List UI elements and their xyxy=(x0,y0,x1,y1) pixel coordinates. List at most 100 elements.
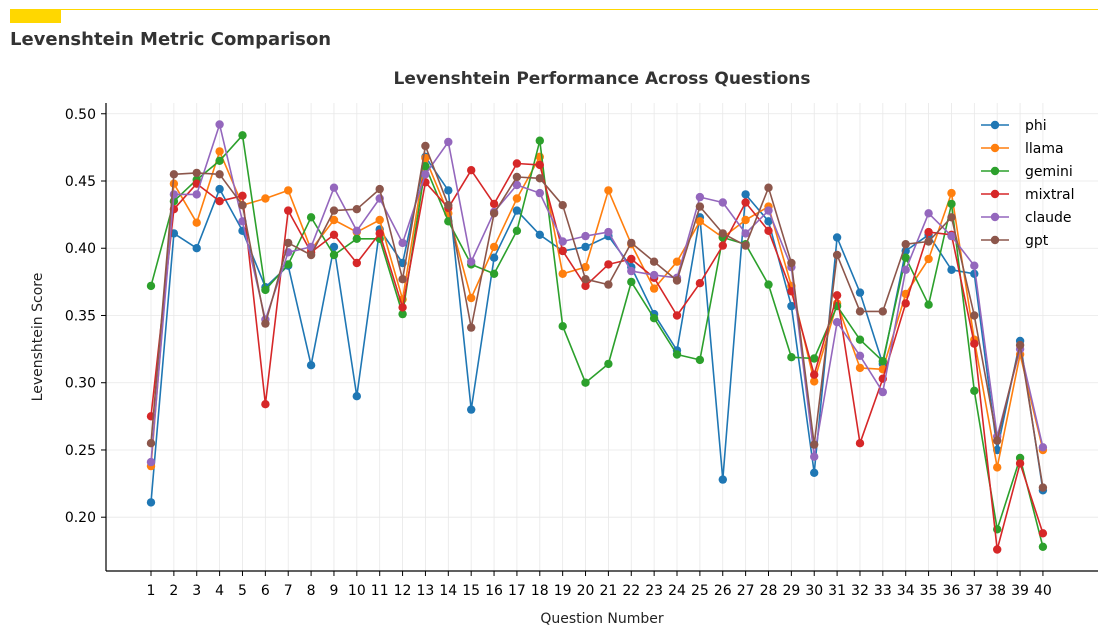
data-point-gpt xyxy=(695,202,705,211)
data-point-mixtral xyxy=(901,299,910,308)
data-point-llama xyxy=(604,186,613,195)
data-point-gpt xyxy=(627,238,636,248)
data-point-gemini xyxy=(261,285,270,295)
page-title: Levenshtein Metric Comparison xyxy=(10,29,332,50)
data-point-phi xyxy=(947,265,956,274)
data-point-claude xyxy=(947,231,956,241)
data-point-mixtral xyxy=(581,281,590,291)
header-accent-line xyxy=(61,9,1098,10)
legend-item-claude: claude xyxy=(981,210,1072,226)
data-point-llama xyxy=(581,262,590,272)
x-tick-label: 34 xyxy=(897,583,915,599)
data-point-gpt xyxy=(581,275,590,284)
legend-item-mixtral: mixtral xyxy=(981,187,1075,203)
data-point-gpt xyxy=(649,257,659,266)
x-tick-label: 33 xyxy=(874,583,892,599)
x-tick-label: 21 xyxy=(599,583,617,599)
data-point-gpt xyxy=(1015,340,1025,350)
data-point-mixtral xyxy=(695,279,705,288)
x-tick-label: 14 xyxy=(439,583,457,599)
data-point-gpt xyxy=(672,276,682,285)
data-point-gemini xyxy=(649,314,659,323)
data-point-claude xyxy=(215,120,224,129)
data-point-gpt xyxy=(810,440,819,449)
data-point-gpt xyxy=(901,240,910,249)
data-point-phi xyxy=(764,217,773,226)
data-point-claude xyxy=(901,265,910,274)
data-point-gpt xyxy=(924,237,933,246)
header-accent-bar xyxy=(10,9,61,23)
data-point-gpt xyxy=(764,183,773,192)
legend-label: gemini xyxy=(1025,164,1073,180)
data-point-gpt xyxy=(192,168,201,178)
legend-item-gemini: gemini xyxy=(981,164,1073,180)
data-point-gemini xyxy=(604,359,613,369)
data-point-gemini xyxy=(970,386,979,395)
data-point-gpt xyxy=(306,250,316,260)
data-point-phi xyxy=(718,475,727,484)
data-point-gemini xyxy=(672,350,682,359)
data-point-llama xyxy=(215,147,224,156)
legend-marker xyxy=(990,143,1000,153)
data-point-phi xyxy=(535,230,544,239)
legend-label: claude xyxy=(1025,210,1072,226)
data-point-claude xyxy=(169,190,179,199)
data-point-llama xyxy=(947,188,956,198)
data-point-llama xyxy=(558,269,567,278)
data-point-gemini xyxy=(924,300,933,309)
data-point-gpt xyxy=(444,201,453,210)
data-point-llama xyxy=(192,218,201,227)
data-point-mixtral xyxy=(993,545,1002,554)
data-point-mixtral xyxy=(489,199,499,209)
data-point-gpt xyxy=(146,439,156,448)
data-point-gemini xyxy=(947,199,956,209)
data-point-claude xyxy=(604,227,613,237)
data-point-gemini xyxy=(855,335,865,344)
data-point-gpt xyxy=(993,436,1002,445)
data-point-claude xyxy=(398,238,407,248)
series-gpt xyxy=(146,141,1048,492)
data-point-gpt xyxy=(467,323,476,332)
data-point-mixtral xyxy=(329,230,339,239)
data-point-gpt xyxy=(238,201,247,210)
data-point-claude xyxy=(146,457,156,467)
series-mixtral xyxy=(146,159,1048,554)
x-tick-label: 38 xyxy=(988,583,1006,599)
data-point-gemini xyxy=(512,226,522,235)
x-tick-label: 19 xyxy=(554,583,572,599)
data-point-gemini xyxy=(810,354,819,363)
x-tick-label: 23 xyxy=(645,583,663,599)
data-point-gpt xyxy=(741,241,750,250)
legend-item-gpt: gpt xyxy=(981,233,1049,249)
x-tick-label: 13 xyxy=(417,583,435,599)
chart-title: Levenshtein Performance Across Questions xyxy=(394,69,811,89)
series-phi xyxy=(146,152,1048,507)
data-point-gemini xyxy=(146,281,156,291)
x-tick-label: 37 xyxy=(965,583,983,599)
x-tick-label: 28 xyxy=(760,583,778,599)
data-point-mixtral xyxy=(467,166,476,175)
data-point-gpt xyxy=(398,275,407,284)
data-point-mixtral xyxy=(284,206,293,215)
data-point-llama xyxy=(855,363,865,373)
legend-label: gpt xyxy=(1025,233,1049,249)
data-point-gemini xyxy=(695,355,705,365)
data-point-phi xyxy=(444,186,453,195)
data-point-gpt xyxy=(215,170,224,179)
data-point-gemini xyxy=(901,253,910,262)
data-point-claude xyxy=(970,261,979,270)
y-tick-label: 0.40 xyxy=(65,241,96,257)
chart-axes: 0.200.250.300.350.400.450.501 2 3 4 5 6 7 8 9 10 1… xyxy=(65,103,1098,599)
data-point-mixtral xyxy=(535,160,544,170)
x-tick-label: 22 xyxy=(622,583,640,599)
data-point-llama xyxy=(512,194,522,203)
data-point-gemini xyxy=(352,234,361,243)
data-point-claude xyxy=(512,180,522,190)
data-point-claude xyxy=(649,270,659,280)
data-point-gpt xyxy=(329,206,339,215)
chart-legend: phi llama gemini mixtral claude gpt xyxy=(981,118,1075,249)
x-tick-label: 11 xyxy=(371,583,389,599)
data-point-llama xyxy=(672,257,682,266)
x-tick-label: 24 xyxy=(668,583,686,599)
